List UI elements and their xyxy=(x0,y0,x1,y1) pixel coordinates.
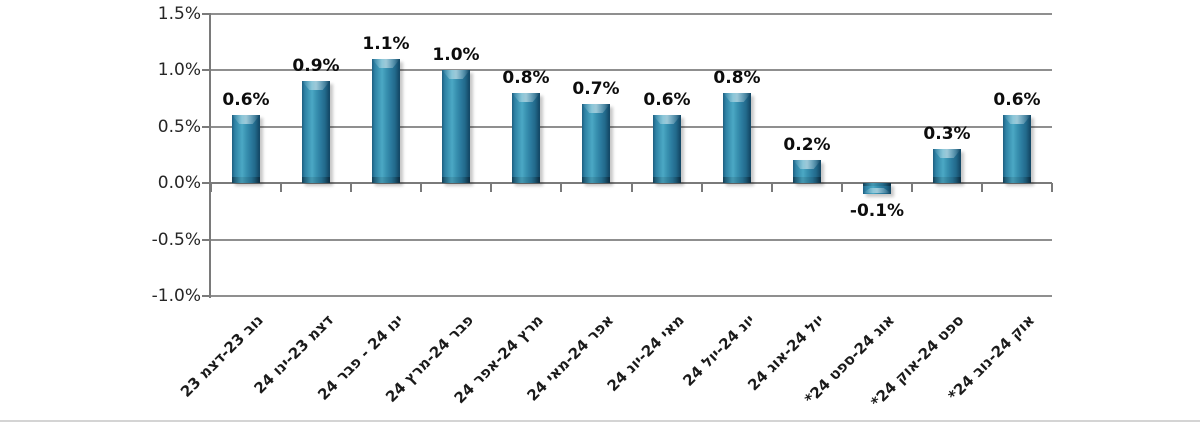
bar-data-label: 0.6% xyxy=(222,90,270,110)
y-axis-tick xyxy=(202,295,211,297)
bar xyxy=(302,81,330,183)
y-axis-tick xyxy=(202,126,211,128)
bar xyxy=(793,160,821,183)
bar-data-label: 0.6% xyxy=(643,90,691,110)
bar-data-label: 0.8% xyxy=(713,68,761,88)
bar-data-label: 0.8% xyxy=(502,68,550,88)
category-tick xyxy=(631,183,633,192)
bar-data-label: -0.1% xyxy=(849,201,905,221)
chart-bottom-divider xyxy=(0,420,1200,422)
y-axis-tick-label: -1.0% xyxy=(151,286,201,306)
bar xyxy=(582,104,610,183)
bar-data-label: 0.7% xyxy=(572,79,620,99)
bar xyxy=(1003,115,1031,183)
y-axis-tick xyxy=(202,69,211,71)
category-tick xyxy=(210,183,212,192)
y-axis-tick-label: 0.0% xyxy=(157,173,201,193)
gridline xyxy=(211,295,1052,297)
y-axis-tick-label: -0.5% xyxy=(151,230,201,250)
category-tick xyxy=(420,183,422,192)
y-axis-tick-label: 1.5% xyxy=(157,4,201,24)
bar xyxy=(933,149,961,183)
category-tick xyxy=(280,183,282,192)
bar xyxy=(232,115,260,183)
category-tick xyxy=(1051,183,1053,192)
bar xyxy=(863,183,891,194)
category-tick xyxy=(841,183,843,192)
y-axis-line xyxy=(209,14,211,298)
gridline xyxy=(211,239,1052,241)
gridline xyxy=(211,13,1052,15)
category-tick xyxy=(911,183,913,192)
y-axis-tick-label: 1.0% xyxy=(157,60,201,80)
bar xyxy=(512,93,540,183)
category-tick xyxy=(981,183,983,192)
category-tick xyxy=(701,183,703,192)
bar xyxy=(653,115,681,183)
category-tick xyxy=(490,183,492,192)
y-axis-tick xyxy=(202,239,211,241)
bar-data-label: 0.6% xyxy=(993,90,1041,110)
gridline xyxy=(211,69,1052,71)
bar xyxy=(442,70,470,183)
bar-data-label: 0.9% xyxy=(292,56,340,76)
category-tick xyxy=(350,183,352,192)
bar xyxy=(723,93,751,183)
category-tick xyxy=(560,183,562,192)
bar-data-label: 1.0% xyxy=(432,45,480,65)
bar-data-label: 0.3% xyxy=(923,124,971,144)
y-axis-tick xyxy=(202,182,211,184)
category-tick xyxy=(771,183,773,192)
y-axis-tick xyxy=(202,13,211,15)
bar-data-label: 0.2% xyxy=(783,135,831,155)
y-axis-tick-label: 0.5% xyxy=(157,117,201,137)
bar-data-label: 1.1% xyxy=(362,34,410,54)
bar xyxy=(372,59,400,183)
gridline xyxy=(211,126,1052,128)
